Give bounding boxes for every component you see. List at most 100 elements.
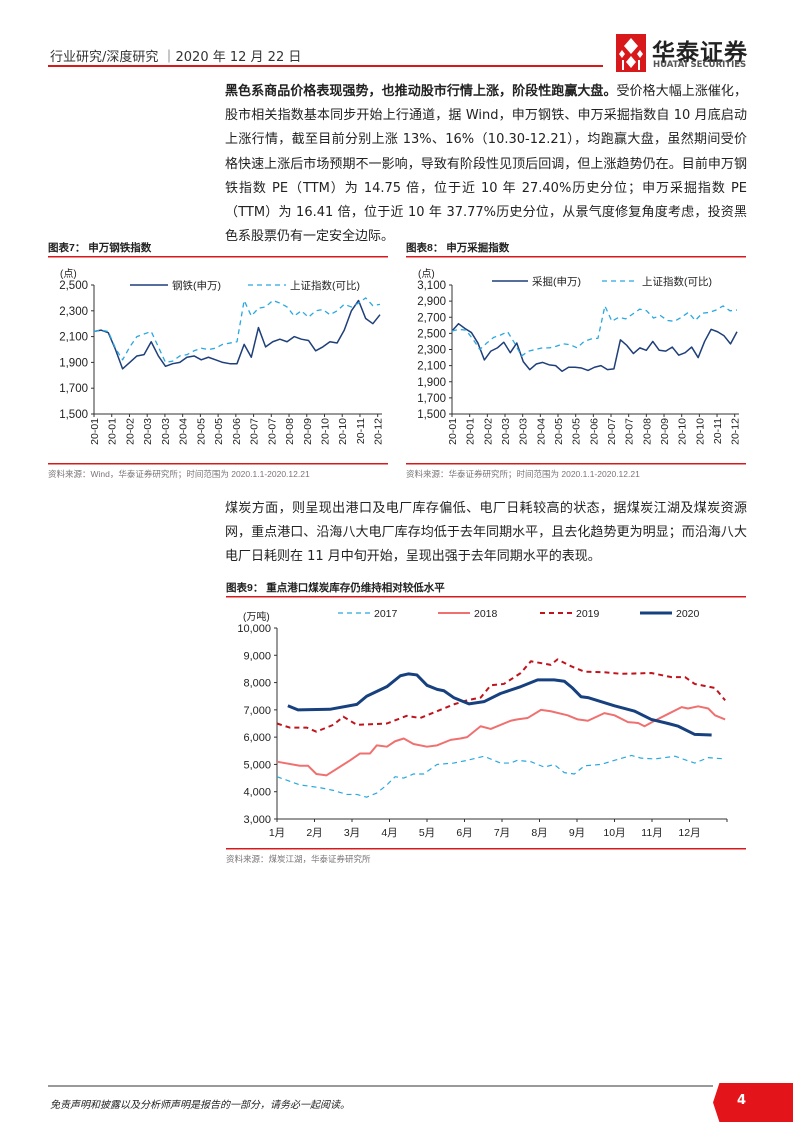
x-tick-label: 20-07 <box>624 418 636 445</box>
x-tick-label: 20-05 <box>553 418 565 445</box>
x-tick-label: 20-11 <box>355 418 367 444</box>
y-tick-label: 3,000 <box>243 814 271 826</box>
legend-label: 2020 <box>676 608 700 620</box>
x-tick-label: 20-10 <box>694 418 706 445</box>
x-tick-label: 20-11 <box>712 418 724 444</box>
x-tick-label: 3月 <box>344 827 360 839</box>
footer-disclaimer: 免责声明和披露以及分析师声明是报告的一部分，请务必一起阅读。 <box>50 1100 350 1111</box>
source-divider <box>226 848 746 850</box>
x-tick-label: 20-09 <box>302 418 314 445</box>
legend-label: 上证指数(可比) <box>290 279 360 292</box>
paragraph-body: 受价格大幅上涨催化，股市相关指数基本同步开始上行通道，据 Wind，申万钢铁、申… <box>225 84 747 245</box>
y-tick-label: 2,500 <box>417 328 446 340</box>
y-tick-label: 1,700 <box>417 393 446 405</box>
huatai-logo-icon <box>616 34 646 72</box>
logo-text: 华泰证券 <box>652 40 748 66</box>
y-tick-label: 2,700 <box>417 312 446 324</box>
legend-label: 上证指数(可比) <box>642 275 712 288</box>
y-tick-label: 2,300 <box>59 306 88 318</box>
chart-mining-index: 图表8： 申万采掘指数 (点) 1,500 1,700 1,900 2,100 2,300 2… <box>406 240 746 485</box>
x-tick-label: 10月 <box>603 827 625 839</box>
legend-label: 2018 <box>474 608 498 620</box>
legend-label: 2017 <box>374 608 398 620</box>
chart-svg: 图表9： 重点港口煤炭库存仍维持相对较低水平 (万吨) 3,000 4,000 5,00… <box>226 581 746 864</box>
y-tick-label: 5,000 <box>243 759 271 771</box>
x-tick-label: 7月 <box>494 827 510 839</box>
x-tick-label: 20-05 <box>195 418 207 445</box>
header-divider <box>48 65 603 67</box>
series-line-2 <box>93 297 381 364</box>
x-tick-label: 20-12 <box>373 418 385 445</box>
source-note: 资料来源：Wind，华泰证券研究所；时间范围为 2020.1.1-2020.12… <box>48 469 310 479</box>
x-tick-label: 1月 <box>269 827 285 839</box>
chart-title: 图表9： 重点港口煤炭库存仍维持相对较低水平 <box>226 581 445 594</box>
series-line-1 <box>93 299 381 370</box>
paragraph-lead: 黑色系商品价格表现强势，也推动股市行情上涨，阶段性跑赢大盘。 <box>225 84 617 99</box>
x-tick-label: 20-03 <box>500 418 512 445</box>
series-line-1 <box>451 322 738 373</box>
footer-divider <box>48 1085 713 1087</box>
title-divider <box>48 256 388 258</box>
chart-svg: 图表7： 申万钢铁指数 (点) 1,500 1,700 1,900 2,100 2,300 2… <box>48 241 388 479</box>
report-header: 行业研究/深度研究 ｜2020 年 12 月 22 日 <box>50 50 302 65</box>
chart-coal-inventory: 图表9： 重点港口煤炭库存仍维持相对较低水平 (万吨) 3,000 4,000 5,00… <box>226 580 746 870</box>
paragraph-black-commodities: 黑色系商品价格表现强势，也推动股市行情上涨，阶段性跑赢大盘。受价格大幅上涨催化，… <box>225 80 747 249</box>
legend-label: 钢铁(申万) <box>172 279 221 292</box>
y-tick-label: 8,000 <box>243 678 271 690</box>
y-tick-label: 7,000 <box>243 705 271 717</box>
title-divider <box>406 256 746 258</box>
source-note: 资料来源：华泰证券研究所；时间范围为 2020.1.1-2020.12.21 <box>406 469 640 479</box>
chart-svg: 图表8： 申万采掘指数 (点) 1,500 1,700 1,900 2,100 2,300 2… <box>406 241 746 479</box>
x-tick-label: 20-05 <box>571 418 583 445</box>
y-tick-label: 2,500 <box>59 280 88 292</box>
x-tick-label: 20-07 <box>249 418 261 445</box>
x-tick-label: 20-01 <box>89 418 101 445</box>
x-tick-label: 20-02 <box>124 418 136 445</box>
x-tick-label: 6月 <box>456 827 472 839</box>
series-line-2 <box>276 705 726 777</box>
paragraph-coal: 煤炭方面，则呈现出港口及电厂库存偏低、电厂日耗较高的状态，据煤炭江湖及煤炭资源网… <box>225 501 747 565</box>
x-tick-label: 20-01 <box>465 418 477 445</box>
y-tick-label: 2,300 <box>417 345 446 357</box>
y-tick-label: 1,900 <box>59 357 88 369</box>
chart-steel-index: 图表7： 申万钢铁指数 (点) 1,500 1,700 1,900 2,100 2,300 2… <box>48 240 388 485</box>
source-divider <box>48 463 388 465</box>
y-tick-label: 2,900 <box>417 296 446 308</box>
x-tick-label: 20-04 <box>535 418 547 445</box>
x-tick-label: 20-08 <box>641 418 653 445</box>
y-tick-label: 4,000 <box>243 787 271 799</box>
x-tick-label: 20-03 <box>160 418 172 445</box>
x-tick-label: 20-03 <box>518 418 530 445</box>
x-tick-label: 20-10 <box>337 418 349 445</box>
x-tick-label: 20-01 <box>107 418 119 445</box>
x-tick-label: 20-03 <box>142 418 154 445</box>
x-tick-label: 20-07 <box>606 418 618 445</box>
x-tick-label: 12月 <box>678 827 700 839</box>
x-tick-label: 20-01 <box>447 418 459 445</box>
y-tick-label: 2,100 <box>59 332 88 344</box>
y-tick-label: 1,900 <box>417 377 446 389</box>
x-tick-label: 11月 <box>641 827 662 839</box>
y-axis-unit: (点) <box>60 268 77 280</box>
chart-title: 图表8： 申万采掘指数 <box>406 241 510 254</box>
y-tick-label: 9,000 <box>243 650 271 662</box>
x-tick-label: 20-04 <box>178 418 190 445</box>
y-tick-label: 10,000 <box>237 623 271 635</box>
legend-label: 2019 <box>576 608 600 620</box>
x-tick-label: 5月 <box>419 827 435 839</box>
series-line-1 <box>276 754 726 798</box>
source-divider <box>406 463 746 465</box>
y-tick-label: 1,500 <box>417 409 446 421</box>
x-tick-label: 9月 <box>569 827 585 839</box>
x-tick-label: 20-10 <box>319 418 331 445</box>
y-tick-label: 6,000 <box>243 732 271 744</box>
x-tick-label: 20-12 <box>730 418 742 445</box>
y-axis-unit: (点) <box>418 268 435 280</box>
series-line-4 <box>287 672 712 737</box>
logo-text-en: HUATAI SECURITIES <box>653 60 747 70</box>
x-tick-label: 20-05 <box>213 418 225 445</box>
y-tick-label: 1,700 <box>59 383 88 395</box>
page-number: 4 <box>713 1083 793 1122</box>
source-note: 资料来源：煤炭江湖，华泰证券研究所 <box>226 854 371 864</box>
x-tick-label: 20-06 <box>231 418 243 445</box>
